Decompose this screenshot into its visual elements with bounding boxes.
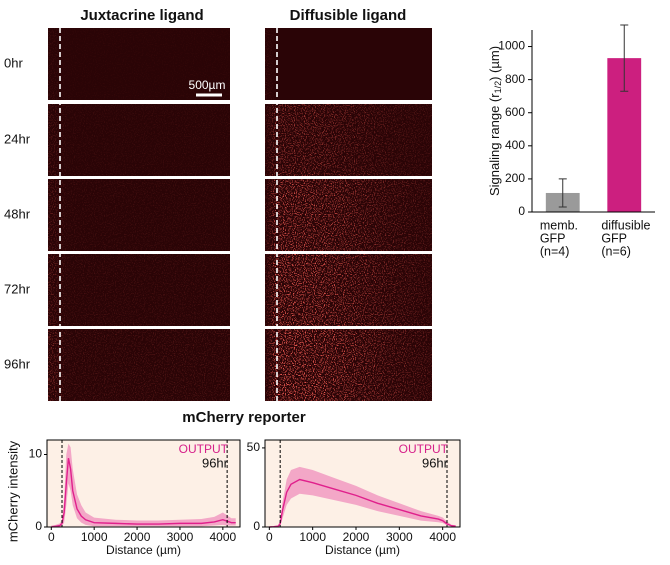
line: [269, 478, 456, 528]
speckle: [265, 104, 432, 176]
x-tick-label: 0: [48, 530, 55, 544]
x-tick-label: 2000: [343, 530, 370, 544]
x-tick-label: 1000: [81, 530, 108, 544]
speckle-noise: [48, 254, 230, 326]
x-tick-label: 3000: [386, 530, 413, 544]
y-axis-label: Signaling range (r1/2) (µm): [487, 46, 502, 196]
y-tick-label: 600: [505, 105, 525, 119]
speckle: [48, 28, 230, 100]
x-tick-label: GFP: [540, 231, 566, 245]
speckle-noise: [48, 28, 230, 100]
error-bar: [558, 178, 567, 208]
speckle: [265, 329, 432, 401]
x-tick-label: (n=4): [540, 244, 570, 258]
y-axis-label-part: 1/2: [493, 81, 503, 94]
y-tick-label: 800: [505, 72, 525, 86]
plot-background: [265, 440, 460, 527]
speckle-noise: [265, 254, 432, 326]
speckle: [48, 329, 230, 401]
y-axis-label-part: ) (µm): [487, 46, 502, 81]
y-tick-label: 1000: [498, 39, 525, 53]
x-axis-label: Distance (µm): [325, 543, 400, 557]
y-tick-label: 400: [505, 138, 525, 152]
speckle-noise: [48, 179, 230, 251]
speckle: [265, 254, 432, 326]
row-label: 96hr: [4, 356, 31, 371]
axes: [531, 30, 655, 213]
x-tick-label: 2000: [124, 530, 151, 544]
column-title: Juxtacrine ligand: [80, 7, 203, 24]
y-tick-label: 200: [505, 171, 525, 185]
scale-bar-label: 500µm: [189, 78, 226, 92]
plot-frame: [264, 439, 461, 528]
y-tick-label: 0: [253, 519, 260, 533]
y-axis-label: mCherry intensity: [5, 440, 20, 542]
line: [51, 457, 236, 528]
x-tick-label: 4000: [429, 530, 456, 544]
y-axis-label-part: Signaling range (r: [487, 93, 502, 196]
row-label: 72hr: [4, 281, 31, 296]
x-tick-label: GFP: [601, 231, 627, 245]
x-tick-label: 1000: [299, 530, 326, 544]
speckle-noise: [265, 179, 432, 251]
speckle: [48, 254, 230, 326]
y-tick-label: 0: [35, 519, 42, 533]
annotation: 96hr: [202, 455, 229, 470]
speckle-noise: [265, 28, 432, 100]
annotation: OUTPUT: [399, 442, 449, 456]
x-tick-label: memb.: [540, 218, 578, 232]
x-tick-label: diffusible: [601, 218, 650, 232]
column-title: Diffusible ligand: [290, 7, 407, 24]
plot-frame: [46, 439, 241, 528]
row-label: 48hr: [4, 206, 31, 221]
row-label: 0hr: [4, 55, 23, 70]
x-tick-label: (n=6): [601, 244, 631, 258]
x-tick-label: 3000: [167, 530, 194, 544]
speckle: [265, 28, 432, 100]
speckle: [48, 104, 230, 176]
error-bar: [620, 24, 629, 92]
speckle-noise: [265, 329, 432, 401]
speckle: [265, 179, 432, 251]
annotation: OUTPUT: [179, 442, 229, 456]
speckle-noise: [265, 104, 432, 176]
speckle-noise: [48, 329, 230, 401]
y-tick-label: 50: [247, 440, 261, 454]
y-tick-label: 10: [29, 447, 43, 461]
section-title: mCherry reporter: [182, 409, 306, 426]
confidence-band: [51, 443, 236, 527]
speckle-noise: [48, 104, 230, 176]
speckle: [48, 179, 230, 251]
x-axis-label: Distance (µm): [106, 543, 181, 557]
annotation: 96hr: [422, 455, 449, 470]
y-tick-label: 0: [518, 204, 525, 218]
row-label: 24hr: [4, 131, 31, 146]
x-tick-label: 0: [266, 530, 273, 544]
x-tick-label: 4000: [209, 530, 236, 544]
